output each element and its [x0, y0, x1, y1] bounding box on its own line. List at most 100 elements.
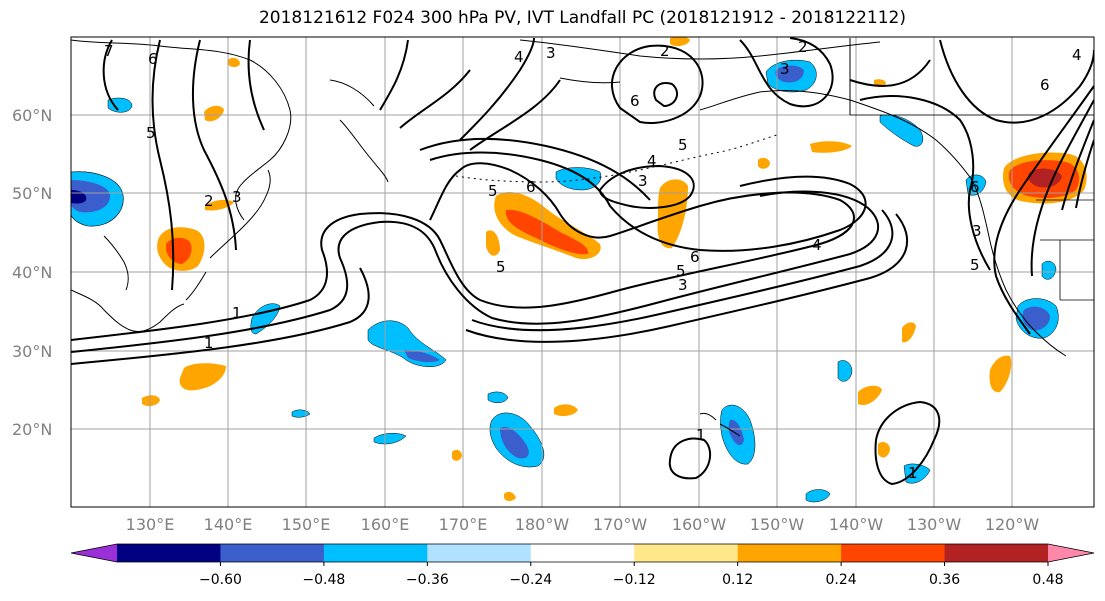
svg-text:40°N: 40°N [12, 263, 52, 282]
svg-text:130°W: 130°W [907, 515, 962, 534]
svg-text:6: 6 [970, 178, 980, 196]
colorbar-tick-label: 0.48 [1032, 572, 1063, 588]
svg-text:5: 5 [676, 262, 686, 280]
svg-text:5: 5 [488, 182, 498, 200]
colorbar-tick-label: −0.12 [613, 572, 656, 588]
svg-text:2: 2 [660, 42, 670, 60]
colorbar-segment [220, 544, 325, 562]
pos-anomaly-15n [504, 491, 516, 501]
svg-text:2: 2 [798, 38, 808, 56]
svg-text:6: 6 [1040, 76, 1050, 94]
neg-anomaly-24n [487, 391, 509, 403]
svg-text:60°N: 60°N [12, 106, 52, 125]
svg-text:5: 5 [970, 256, 980, 274]
pos-anomaly-26n-122w [989, 355, 1012, 393]
svg-text:5: 5 [496, 258, 506, 276]
latitude-labels: 60°N 50°N 40°N 30°N 20°N [12, 106, 52, 439]
pos-anomaly-42n [486, 230, 500, 256]
svg-text:150°W: 150°W [750, 515, 805, 534]
colorbar-tick-label: 0.24 [826, 572, 857, 588]
pos-anomaly-33n-133w [902, 322, 916, 343]
colorbar-extend-min [71, 544, 117, 562]
svg-text:140°E: 140°E [204, 515, 253, 534]
pos-anomaly-50n-125w-max [1028, 168, 1062, 188]
colorbar-extend-max [1048, 544, 1094, 562]
svg-text:1: 1 [232, 304, 242, 322]
svg-text:5: 5 [678, 136, 688, 154]
colorbar-segment [427, 544, 532, 562]
pos-anomaly-25n [179, 363, 226, 391]
pos-anomaly-17n-137w [878, 442, 890, 458]
svg-text:180°W: 180°W [515, 515, 570, 534]
colorbar-segment [117, 544, 221, 562]
svg-text:7: 7 [104, 42, 114, 60]
svg-text:3: 3 [780, 60, 790, 78]
pos-anomaly-25n-137w [858, 385, 882, 406]
pv-contours-jet [379, 37, 867, 252]
colorbar [70, 543, 1095, 563]
colorbar-segment [634, 544, 739, 562]
map-border [70, 36, 1095, 508]
colorbar-tick-label: 0.12 [722, 572, 753, 588]
svg-text:1: 1 [696, 426, 706, 444]
svg-text:3: 3 [638, 172, 648, 190]
neg-anomaly-alaska-core [775, 65, 804, 83]
pos-anomaly-22n-180 [554, 404, 578, 417]
svg-text:150°E: 150°E [282, 515, 331, 534]
svg-text:1: 1 [204, 334, 214, 352]
colorbar-tick-label: −0.24 [509, 572, 552, 588]
colorbar-tick-label: −0.48 [302, 572, 345, 588]
colorbar-segment [737, 544, 842, 562]
svg-text:4: 4 [812, 236, 822, 254]
svg-text:4: 4 [514, 48, 524, 66]
svg-text:140°W: 140°W [829, 515, 884, 534]
pos-anomaly-48n-178e-core [505, 209, 589, 255]
neg-anomaly-40n-115w [1041, 260, 1057, 280]
colorbar-tick-label: −0.36 [406, 572, 449, 588]
neg-anomaly-16n [373, 433, 407, 445]
pos-anomaly-small-68n [228, 57, 240, 67]
contour-labels: 7 6 5 4 3 2 1 5 6 4 3 2 6 3 5 6 3 5 4 6 … [104, 38, 1082, 482]
svg-text:50°N: 50°N [12, 184, 52, 203]
colorbar-segment [323, 544, 428, 562]
pos-anomaly-52n-158w [758, 157, 770, 169]
neg-anomaly-30n-165e-core [404, 350, 440, 363]
neg-anomaly-hawaii-core [728, 419, 744, 446]
graticule [71, 37, 1094, 507]
colorbar-ticks: −0.60 −0.48 −0.36 −0.24 −0.12 0.12 0.24 0.36 0.4… [199, 562, 1064, 588]
svg-text:6: 6 [526, 178, 536, 196]
svg-text:160°W: 160°W [672, 515, 727, 534]
neg-anomaly-13n [805, 489, 831, 503]
svg-text:5: 5 [146, 124, 156, 142]
colorbar-segment [944, 544, 1049, 562]
neg-anomaly-bc [879, 114, 924, 147]
svg-text:1: 1 [908, 464, 918, 482]
neg-anomaly-18n-177e-core [500, 426, 529, 459]
colorbar-tick-label: −0.60 [199, 572, 242, 588]
colorbar-segment [841, 544, 946, 562]
pos-anomaly-18n-175e [452, 449, 462, 461]
neg-anomaly-14n-132w [903, 463, 931, 484]
neg-anomaly-28n-140w [837, 360, 853, 382]
pv-contours [71, 37, 1094, 486]
neg-anomaly-west-50n-core [71, 180, 110, 213]
neg-anomaly-small-62n [107, 97, 133, 113]
anomaly-shading [71, 37, 1087, 503]
svg-text:170°E: 170°E [439, 515, 488, 534]
svg-text:170°W: 170°W [593, 515, 648, 534]
svg-text:6: 6 [630, 92, 640, 110]
svg-text:3: 3 [232, 188, 242, 206]
pos-anomaly-small-64n [204, 105, 224, 122]
colorbar-tick-label: 0.36 [929, 572, 960, 588]
svg-text:4: 4 [647, 152, 657, 170]
colorbar-segment [530, 544, 635, 562]
svg-text:160°E: 160°E [361, 515, 410, 534]
longitude-labels: 130°E 140°E 150°E 160°E 170°E 180°W 170°… [126, 515, 1040, 534]
pos-anomaly-68n [670, 37, 690, 47]
svg-text:30°N: 30°N [12, 342, 52, 361]
svg-text:3: 3 [678, 276, 688, 294]
pos-anomaly-gulf-alaska [810, 141, 852, 153]
svg-text:4: 4 [1072, 46, 1082, 64]
svg-text:120°W: 120°W [985, 515, 1040, 534]
